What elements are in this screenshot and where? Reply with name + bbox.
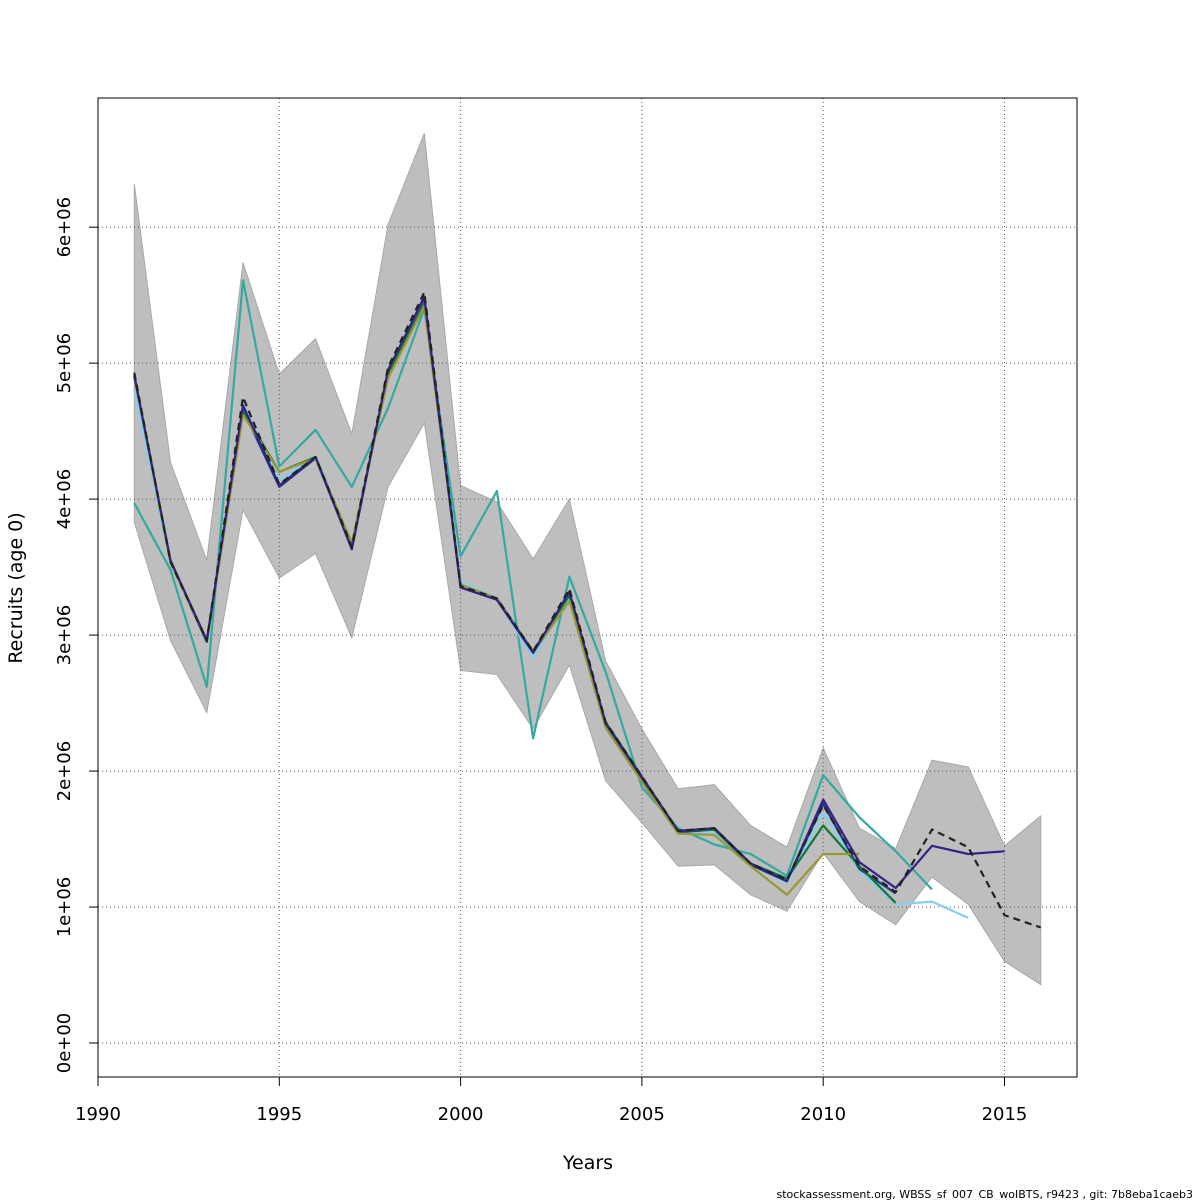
y-tick-label: 6e+06 — [54, 197, 75, 258]
confidence-band-area — [133, 133, 1042, 986]
y-tick-label: 3e+06 — [54, 605, 75, 666]
confidence-band — [133, 133, 1042, 986]
x-tick-label: 2015 — [982, 1104, 1028, 1125]
footer-credit: stockassessment.org, WBSS_sf_007_CB_woIB… — [776, 1188, 1193, 1200]
x-tick-label: 2010 — [800, 1104, 846, 1125]
x-tick-label: 2000 — [438, 1104, 484, 1125]
x-tick-label: 1990 — [75, 1104, 121, 1125]
x-tick-label: 1995 — [256, 1104, 302, 1125]
y-tick-label: 5e+06 — [54, 333, 75, 394]
y-tick-label: 1e+06 — [54, 877, 75, 938]
y-tick-label: 2e+06 — [54, 741, 75, 802]
series-lines — [133, 279, 1042, 929]
axes: 1990 1995 2000 2005 2010 2015 0e+00 1e+06 2e+06 3… — [54, 197, 1027, 1125]
y-axis-title: Recruits (age 0) — [5, 512, 27, 663]
y-tick-label: 0e+00 — [54, 1013, 75, 1074]
series-line-1 — [133, 279, 933, 891]
x-axis-title: Years — [562, 1152, 613, 1174]
x-tick-label: 2005 — [619, 1104, 665, 1125]
series-line-7 — [133, 291, 1042, 929]
y-tick-label: 4e+06 — [54, 469, 75, 530]
